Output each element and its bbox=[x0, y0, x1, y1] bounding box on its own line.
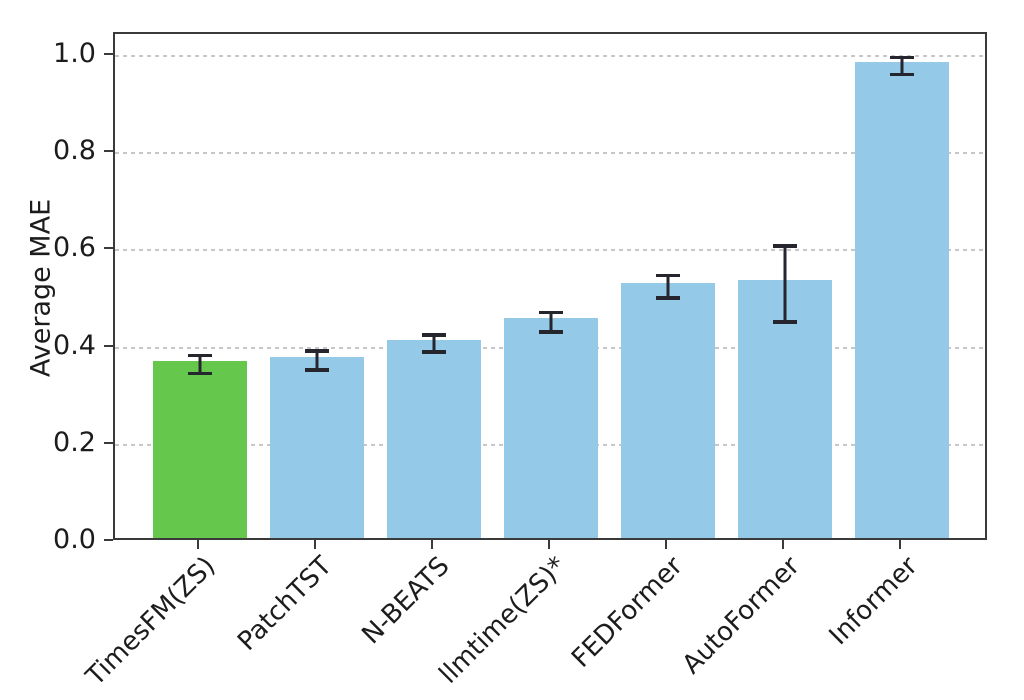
x-tick-mark-llmtime(ZS)* bbox=[548, 540, 550, 549]
errorbar-cap-top bbox=[422, 333, 446, 337]
errorbar-cap-top bbox=[305, 349, 329, 353]
y-tick-mark-0.8 bbox=[104, 150, 113, 153]
y-tick-mark-1.0 bbox=[104, 52, 113, 55]
y-tick-mark-0.4 bbox=[104, 344, 113, 347]
x-axis-label-AutoFormer: AutoFormer bbox=[677, 551, 807, 681]
bar-N-BEATS bbox=[387, 339, 481, 538]
y-tick-mark-0.2 bbox=[104, 441, 113, 444]
x-axis-label-N-BEATS: N-BEATS bbox=[355, 551, 456, 651]
x-tick-mark-AutoFormer bbox=[782, 540, 784, 549]
gridline-1.0 bbox=[115, 54, 985, 57]
errorbar-cap-bottom bbox=[422, 350, 446, 354]
errorbar-llmtime(ZS)* bbox=[539, 310, 563, 334]
errorbar-stem bbox=[315, 349, 319, 372]
errorbar-cap-bottom bbox=[890, 72, 914, 77]
errorbar-TimesFM(ZS) bbox=[188, 353, 212, 376]
errorbar-stem bbox=[900, 55, 904, 77]
y-tick-label-0.8: 0.8 bbox=[53, 135, 96, 167]
gridline-0.8 bbox=[115, 152, 985, 155]
y-tick-mark-0.6 bbox=[104, 247, 113, 250]
y-tick-label-0.4: 0.4 bbox=[53, 329, 96, 361]
errorbar-cap-bottom bbox=[305, 368, 329, 372]
y-tick-mark-0.0 bbox=[104, 539, 113, 541]
errorbar-stem bbox=[432, 333, 436, 354]
x-tick-mark-N-BEATS bbox=[431, 540, 433, 549]
errorbar-cap-top bbox=[539, 310, 563, 315]
errorbar-stem bbox=[666, 273, 670, 300]
errorbar-cap-bottom bbox=[539, 330, 563, 334]
errorbar-Informer bbox=[890, 55, 914, 77]
errorbar-FEDFormer bbox=[656, 273, 680, 300]
x-axis-label-PatchTST: PatchTST bbox=[232, 551, 339, 657]
y-tick-label-1.0: 1.0 bbox=[53, 37, 96, 69]
errorbar-N-BEATS bbox=[422, 333, 446, 354]
plot-area bbox=[113, 32, 987, 540]
bar-llmtime(ZS)* bbox=[504, 318, 598, 538]
errorbar-cap-top bbox=[656, 273, 680, 278]
bar-PatchTST bbox=[270, 356, 364, 538]
x-tick-mark-PatchTST bbox=[314, 540, 316, 549]
bar-Informer bbox=[855, 62, 949, 538]
errorbar-cap-bottom bbox=[656, 296, 680, 300]
errorbar-cap-bottom bbox=[188, 371, 212, 376]
y-tick-label-0.0: 0.0 bbox=[53, 524, 96, 555]
x-axis-label-Informer: Informer bbox=[823, 551, 924, 652]
errorbar-AutoFormer bbox=[773, 244, 797, 324]
errorbar-cap-top bbox=[890, 55, 914, 60]
bar-TimesFM(ZS) bbox=[153, 360, 247, 538]
bar-FEDFormer bbox=[621, 282, 715, 538]
errorbar-cap-bottom bbox=[773, 320, 797, 324]
y-tick-label-0.6: 0.6 bbox=[53, 232, 96, 264]
errorbar-cap-top bbox=[773, 244, 797, 248]
gridline-0.6 bbox=[115, 249, 985, 252]
x-axis-label-TimesFM(ZS): TimesFM(ZS) bbox=[80, 551, 222, 692]
errorbar-stem bbox=[783, 244, 787, 324]
x-axis-label-FEDFormer: FEDFormer bbox=[566, 551, 690, 674]
x-tick-mark-FEDFormer bbox=[665, 540, 667, 549]
errorbar-PatchTST bbox=[305, 349, 329, 372]
x-tick-mark-TimesFM(ZS) bbox=[197, 540, 199, 549]
errorbar-cap-top bbox=[188, 353, 212, 358]
x-tick-mark-Informer bbox=[899, 540, 901, 549]
errorbar-stem bbox=[198, 353, 202, 376]
y-tick-label-0.2: 0.2 bbox=[53, 426, 96, 458]
errorbar-stem bbox=[549, 310, 553, 334]
